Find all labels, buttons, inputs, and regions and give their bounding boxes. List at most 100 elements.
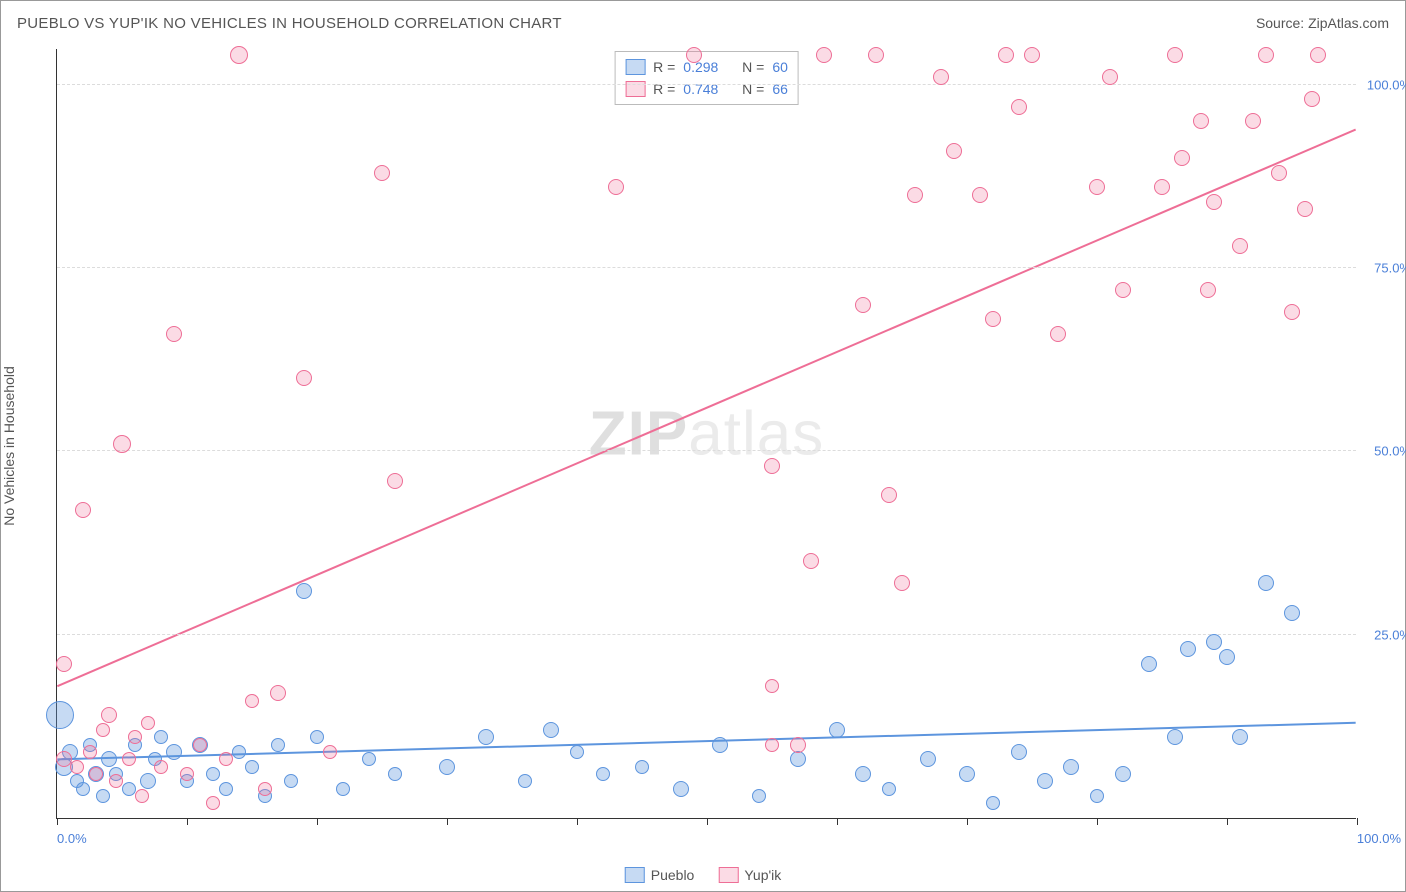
scatter-point [113,435,131,453]
scatter-point [166,744,182,760]
gridline-h [57,634,1356,635]
scatter-point [245,760,259,774]
scatter-point [96,723,110,737]
scatter-point [1167,47,1183,63]
scatter-point [296,583,312,599]
scatter-point [109,774,123,788]
scatter-point [439,759,455,775]
scatter-point [946,143,962,159]
scatter-point [1089,179,1105,195]
scatter-point [1037,773,1053,789]
scatter-point [790,751,806,767]
legend-row-pueblo: R = 0.298 N = 60 [625,56,788,78]
ytick-label: 50.0% [1374,444,1406,459]
scatter-point [635,760,649,774]
xtick [707,818,708,825]
scatter-point [765,738,779,752]
correlation-legend-box: R = 0.298 N = 60 R = 0.748 N = 66 [614,51,799,105]
scatter-point [1206,634,1222,650]
scatter-point [986,796,1000,810]
scatter-point [135,789,149,803]
n-value: 66 [772,78,788,100]
scatter-point [518,774,532,788]
scatter-point [271,738,285,752]
n-label: N = [742,56,764,78]
scatter-point [219,782,233,796]
scatter-point [1219,649,1235,665]
legend-item-yupik: Yup'ik [718,867,781,883]
scatter-point [219,752,233,766]
scatter-point [1090,789,1104,803]
scatter-point [76,782,90,796]
scatter-point [1011,99,1027,115]
scatter-point [154,760,168,774]
scatter-point [570,745,584,759]
xtick [317,818,318,825]
scatter-point [128,730,142,744]
scatter-point [1200,282,1216,298]
scatter-point [154,730,168,744]
scatter-point [686,47,702,63]
scatter-point [882,782,896,796]
scatter-point [388,767,402,781]
xtick [187,818,188,825]
scatter-point [765,679,779,693]
scatter-point [46,701,74,729]
scatter-point [232,745,246,759]
scatter-point [101,751,117,767]
scatter-point [323,745,337,759]
scatter-point [140,773,156,789]
scatter-point [362,752,376,766]
scatter-point [920,751,936,767]
source-label: Source: ZipAtlas.com [1256,15,1389,31]
scatter-point [245,694,259,708]
scatter-point [1258,47,1274,63]
scatter-point [83,745,97,759]
scatter-point [816,47,832,63]
scatter-point [89,767,103,781]
xtick [1227,818,1228,825]
y-axis-label: No Vehicles in Household [1,321,17,571]
scatter-point [1304,91,1320,107]
scatter-point [985,311,1001,327]
watermark: ZIPatlas [589,398,824,469]
scatter-point [1141,656,1157,672]
scatter-point [803,553,819,569]
swatch-pink-icon [718,867,738,883]
gridline-h [57,84,1356,85]
scatter-point [1310,47,1326,63]
scatter-point [1245,113,1261,129]
scatter-point [96,789,110,803]
scatter-point [543,722,559,738]
xtick [57,818,58,825]
scatter-point [907,187,923,203]
xtick-label-min: 0.0% [57,831,87,846]
scatter-point [596,767,610,781]
swatch-blue-icon [625,867,645,883]
series-legend: Pueblo Yup'ik [625,867,782,883]
r-value: 0.748 [683,78,718,100]
scatter-point [1024,47,1040,63]
watermark-bold: ZIP [589,399,688,468]
scatter-point [1232,729,1248,745]
scatter-point [206,796,220,810]
scatter-point [122,782,136,796]
xtick [967,818,968,825]
scatter-point [1193,113,1209,129]
scatter-point [1284,304,1300,320]
scatter-point [972,187,988,203]
scatter-point [1102,69,1118,85]
scatter-point [387,473,403,489]
scatter-point [70,760,84,774]
scatter-point [1115,766,1131,782]
scatter-point [478,729,494,745]
ytick-label: 75.0% [1374,261,1406,276]
scatter-point [1050,326,1066,342]
header-row: PUEBLO VS YUP'IK NO VEHICLES IN HOUSEHOL… [1,1,1405,45]
scatter-point [166,326,182,342]
scatter-point [855,766,871,782]
xtick [577,818,578,825]
scatter-point [56,656,72,672]
r-label: R = [653,78,675,100]
scatter-point [1232,238,1248,254]
